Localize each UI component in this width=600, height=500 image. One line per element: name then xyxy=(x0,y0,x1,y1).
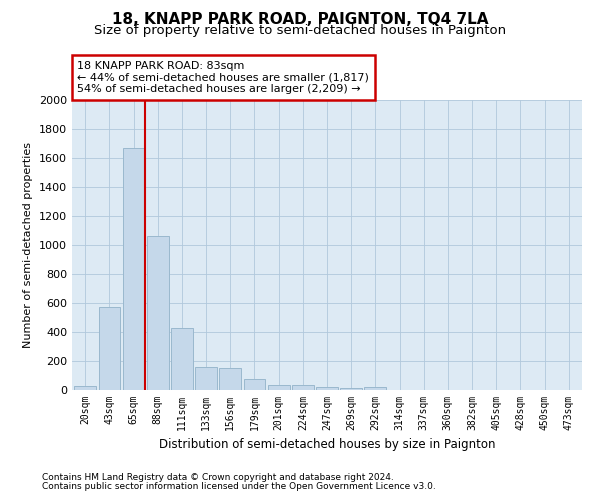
Bar xyxy=(268,385,290,390)
Y-axis label: Number of semi-detached properties: Number of semi-detached properties xyxy=(23,142,34,348)
Text: 18, KNAPP PARK ROAD, PAIGNTON, TQ4 7LA: 18, KNAPP PARK ROAD, PAIGNTON, TQ4 7LA xyxy=(112,12,488,28)
Bar xyxy=(147,236,169,390)
Bar xyxy=(98,308,121,390)
X-axis label: Distribution of semi-detached houses by size in Paignton: Distribution of semi-detached houses by … xyxy=(159,438,495,452)
Bar xyxy=(364,387,386,390)
Text: Contains HM Land Registry data © Crown copyright and database right 2024.: Contains HM Land Registry data © Crown c… xyxy=(42,474,394,482)
Bar xyxy=(74,386,96,390)
Bar xyxy=(244,379,265,390)
Bar xyxy=(220,368,241,390)
Text: 18 KNAPP PARK ROAD: 83sqm
← 44% of semi-detached houses are smaller (1,817)
54% : 18 KNAPP PARK ROAD: 83sqm ← 44% of semi-… xyxy=(77,61,369,94)
Text: Contains public sector information licensed under the Open Government Licence v3: Contains public sector information licen… xyxy=(42,482,436,491)
Text: Size of property relative to semi-detached houses in Paignton: Size of property relative to semi-detach… xyxy=(94,24,506,37)
Bar xyxy=(292,385,314,390)
Bar xyxy=(123,148,145,390)
Bar xyxy=(195,367,217,390)
Bar xyxy=(171,328,193,390)
Bar xyxy=(340,388,362,390)
Bar xyxy=(316,387,338,390)
